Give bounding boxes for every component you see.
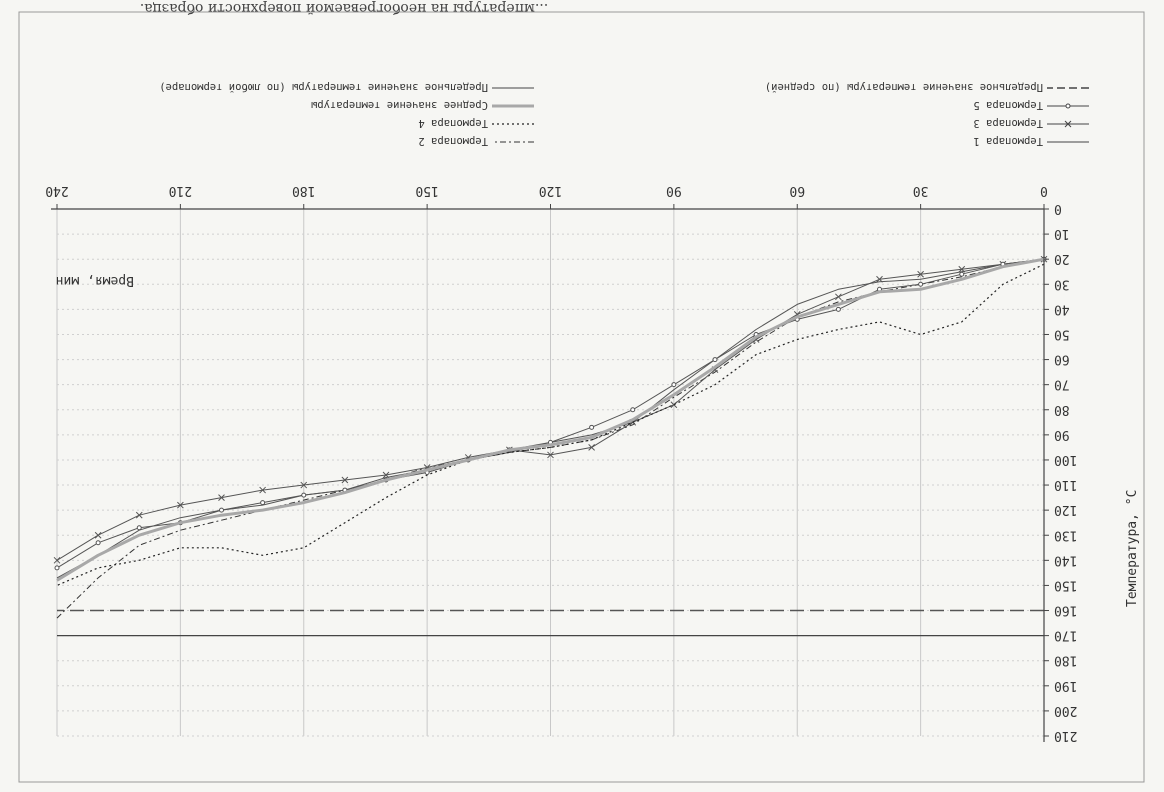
legend-label: Предельное значение температуры (по любо…: [159, 81, 488, 93]
y-tick-label: 80: [1054, 402, 1070, 417]
series-point: [959, 271, 965, 277]
series-point: [589, 424, 595, 430]
legend-label: Термопара 1: [973, 135, 1043, 147]
x-tick-label: 90: [666, 183, 682, 198]
series-point: [135, 511, 143, 519]
series-point: [876, 275, 883, 283]
x-tick-label: 60: [789, 183, 805, 198]
legend-label: Термопара 3: [973, 117, 1043, 129]
x-tick-label: 240: [45, 183, 68, 198]
x-tick-label: 120: [539, 183, 562, 198]
series-point: [53, 556, 61, 564]
legend: Термопара 1 Термопара 3 Термопара 5 Предель…: [159, 81, 1089, 147]
limit-lines: [57, 609, 1044, 637]
y-tick-label: 60: [1054, 352, 1070, 367]
legend-label: Термопара 4: [418, 117, 488, 129]
series-point: [177, 501, 184, 509]
series-point: [918, 281, 924, 287]
series-point: [917, 270, 924, 278]
y-tick-label: 140: [1054, 552, 1077, 567]
y-tick-label: 0: [1054, 201, 1062, 216]
y-tick-label: 110: [1054, 477, 1077, 492]
y-tick-label: 160: [1054, 603, 1077, 618]
y-tick-label: 180: [1054, 653, 1077, 668]
series-point: [671, 382, 677, 388]
series-point: [382, 471, 390, 479]
series-point: [341, 476, 349, 484]
y-tick-label: 30: [1054, 276, 1070, 291]
series-point: [630, 407, 636, 413]
y-tick-label: 200: [1054, 703, 1077, 718]
y-tick-label: 90: [1054, 427, 1070, 442]
y-tick-label: 70: [1054, 377, 1070, 392]
y-tick-label: 210: [1054, 728, 1077, 743]
series-point: [94, 531, 102, 539]
x-tick-label: 150: [415, 183, 438, 198]
y-tick-label: 130: [1054, 527, 1077, 542]
series-point: [219, 507, 224, 513]
legend-swatch-marker: [1064, 120, 1072, 128]
series-point: [712, 357, 718, 363]
series-point: [670, 401, 678, 409]
series-point: [259, 486, 266, 494]
plot-frame: [18, 11, 1145, 783]
x-tick-label: 180: [292, 183, 315, 198]
legend-label: Среднее значение температуры: [311, 99, 488, 111]
legend-label: Предельное значение температуры (по сред…: [765, 81, 1043, 93]
axes: 0 10 20 30 40 50 60 70 80 90 100 110 120 130 140 150 160…: [45, 183, 1077, 743]
series-line: [56, 258, 1045, 619]
y-axis-title: Температура, °С: [1125, 490, 1140, 607]
series-point: [54, 565, 60, 571]
series-point: [547, 451, 554, 459]
y-tick-label: 120: [1054, 502, 1077, 517]
x-tick-label: 0: [1040, 183, 1048, 198]
legend-label: Термопара 5: [973, 99, 1043, 111]
series-point: [300, 481, 308, 489]
legend-swatch-marker: [1065, 103, 1071, 109]
series-point: [301, 492, 307, 498]
y-tick-label: 20: [1054, 251, 1070, 266]
series-point: [835, 306, 841, 312]
series-lines: [53, 255, 1048, 619]
y-tick-label: 170: [1054, 628, 1077, 643]
series-point: [95, 540, 101, 546]
series-point: [260, 500, 266, 506]
x-tick-label: 210: [169, 183, 192, 198]
y-tick-label: 40: [1054, 301, 1070, 316]
x-axis-title: Время, мин: [56, 273, 134, 288]
y-tick-label: 190: [1054, 678, 1077, 693]
series-point: [958, 265, 966, 273]
y-tick-label: 150: [1054, 577, 1077, 592]
y-tick-label: 100: [1054, 452, 1077, 467]
y-tick-label: 10: [1054, 226, 1070, 241]
legend-label: Термопара 2: [418, 135, 488, 147]
grid: [56, 208, 1045, 737]
series-point: [588, 444, 595, 451]
series-point: [136, 525, 142, 531]
y-tick-label: 50: [1054, 326, 1070, 341]
series-point: [835, 293, 842, 301]
x-tick-label: 30: [913, 183, 929, 198]
series-point: [218, 494, 225, 501]
series-line: [56, 257, 1045, 582]
chart-caption: ...мпературы на необогреваемой поверхнос…: [140, 0, 548, 16]
